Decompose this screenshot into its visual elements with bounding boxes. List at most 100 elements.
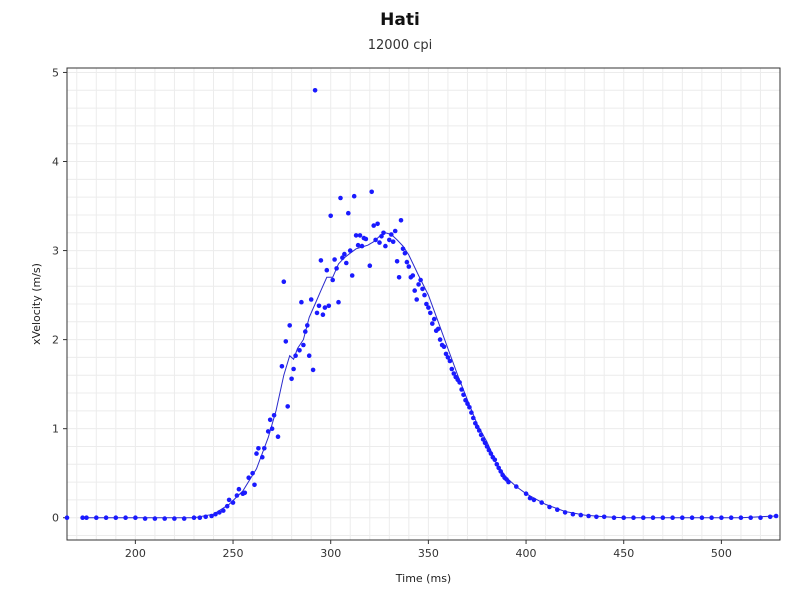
data-point xyxy=(310,367,316,373)
data-point xyxy=(289,376,294,382)
data-point xyxy=(269,426,275,432)
data-point xyxy=(316,303,322,309)
data-point xyxy=(357,233,363,238)
data-point xyxy=(396,275,402,280)
data-point xyxy=(650,515,656,520)
data-point xyxy=(224,503,230,509)
data-point xyxy=(230,500,236,505)
x-tick-label: 250 xyxy=(223,547,244,560)
data-point xyxy=(328,213,334,219)
data-point xyxy=(531,497,537,503)
data-point xyxy=(293,353,298,359)
data-point xyxy=(631,515,636,520)
data-point xyxy=(474,424,480,430)
data-point xyxy=(465,401,470,407)
data-point xyxy=(389,232,394,237)
data-point xyxy=(412,288,418,293)
data-point xyxy=(428,310,433,316)
data-point xyxy=(418,277,423,283)
data-point xyxy=(338,195,343,201)
data-point xyxy=(84,515,89,520)
data-point xyxy=(254,451,259,456)
data-point xyxy=(301,342,306,348)
data-point xyxy=(390,239,396,244)
data-point xyxy=(527,495,533,501)
data-point xyxy=(283,339,289,344)
scatter-series xyxy=(64,88,779,521)
data-point xyxy=(320,312,326,318)
data-point xyxy=(312,88,318,93)
data-point xyxy=(375,221,380,227)
y-tick-label: 1 xyxy=(52,423,59,436)
data-point xyxy=(172,516,177,521)
data-point xyxy=(738,515,744,520)
data-point xyxy=(447,358,453,364)
data-point xyxy=(494,462,500,467)
data-point xyxy=(113,515,119,520)
data-point xyxy=(594,514,599,520)
data-point xyxy=(492,457,498,463)
x-tick-label: 450 xyxy=(613,547,634,560)
data-point xyxy=(437,337,443,342)
data-point xyxy=(420,286,425,292)
data-point xyxy=(441,344,447,350)
data-point xyxy=(601,514,607,520)
data-point xyxy=(373,237,378,243)
data-point xyxy=(422,292,427,298)
y-tick-label: 2 xyxy=(52,334,59,347)
data-point xyxy=(267,417,273,423)
data-point xyxy=(641,515,646,520)
data-point xyxy=(748,515,753,520)
data-point xyxy=(473,421,478,426)
data-point xyxy=(394,259,400,264)
data-point xyxy=(340,255,345,260)
data-point xyxy=(287,323,293,328)
data-point xyxy=(369,189,375,195)
data-point xyxy=(496,465,502,471)
data-point xyxy=(484,444,490,449)
data-point xyxy=(469,410,474,415)
data-point xyxy=(476,428,482,433)
data-point xyxy=(351,193,357,199)
data-point xyxy=(326,303,332,309)
data-point xyxy=(191,515,197,520)
chart-subtitle: 12000 cpi xyxy=(367,38,433,53)
data-point xyxy=(680,515,685,520)
data-point xyxy=(482,440,488,446)
data-point xyxy=(262,446,267,451)
data-point xyxy=(324,267,330,273)
data-point xyxy=(486,447,492,453)
data-point xyxy=(306,353,312,359)
axis-ticks: 200 250 300 350 400 450 500 0 1 2 3 4 5 xyxy=(52,66,732,560)
data-point xyxy=(773,513,779,519)
data-point xyxy=(689,515,695,520)
data-point xyxy=(330,277,336,283)
data-point xyxy=(123,515,128,520)
grid xyxy=(67,68,781,540)
data-point xyxy=(64,515,70,520)
data-point xyxy=(252,482,257,488)
data-point xyxy=(392,228,398,234)
data-point xyxy=(367,263,373,269)
data-point xyxy=(435,326,441,332)
data-point xyxy=(203,514,208,520)
data-point xyxy=(275,434,281,440)
data-point xyxy=(152,516,158,521)
data-point xyxy=(226,497,232,503)
data-point xyxy=(660,515,666,520)
data-point xyxy=(162,516,167,521)
data-point xyxy=(242,490,248,496)
data-point xyxy=(758,515,763,520)
data-point xyxy=(424,301,429,307)
data-point xyxy=(256,446,261,451)
data-point xyxy=(359,243,365,249)
data-point xyxy=(250,470,255,476)
data-point xyxy=(133,515,138,520)
data-point xyxy=(449,366,455,372)
data-point xyxy=(459,387,464,392)
data-point xyxy=(670,515,675,520)
data-point xyxy=(478,432,484,438)
data-point xyxy=(322,305,328,310)
data-point xyxy=(406,264,412,269)
data-point xyxy=(379,234,384,239)
